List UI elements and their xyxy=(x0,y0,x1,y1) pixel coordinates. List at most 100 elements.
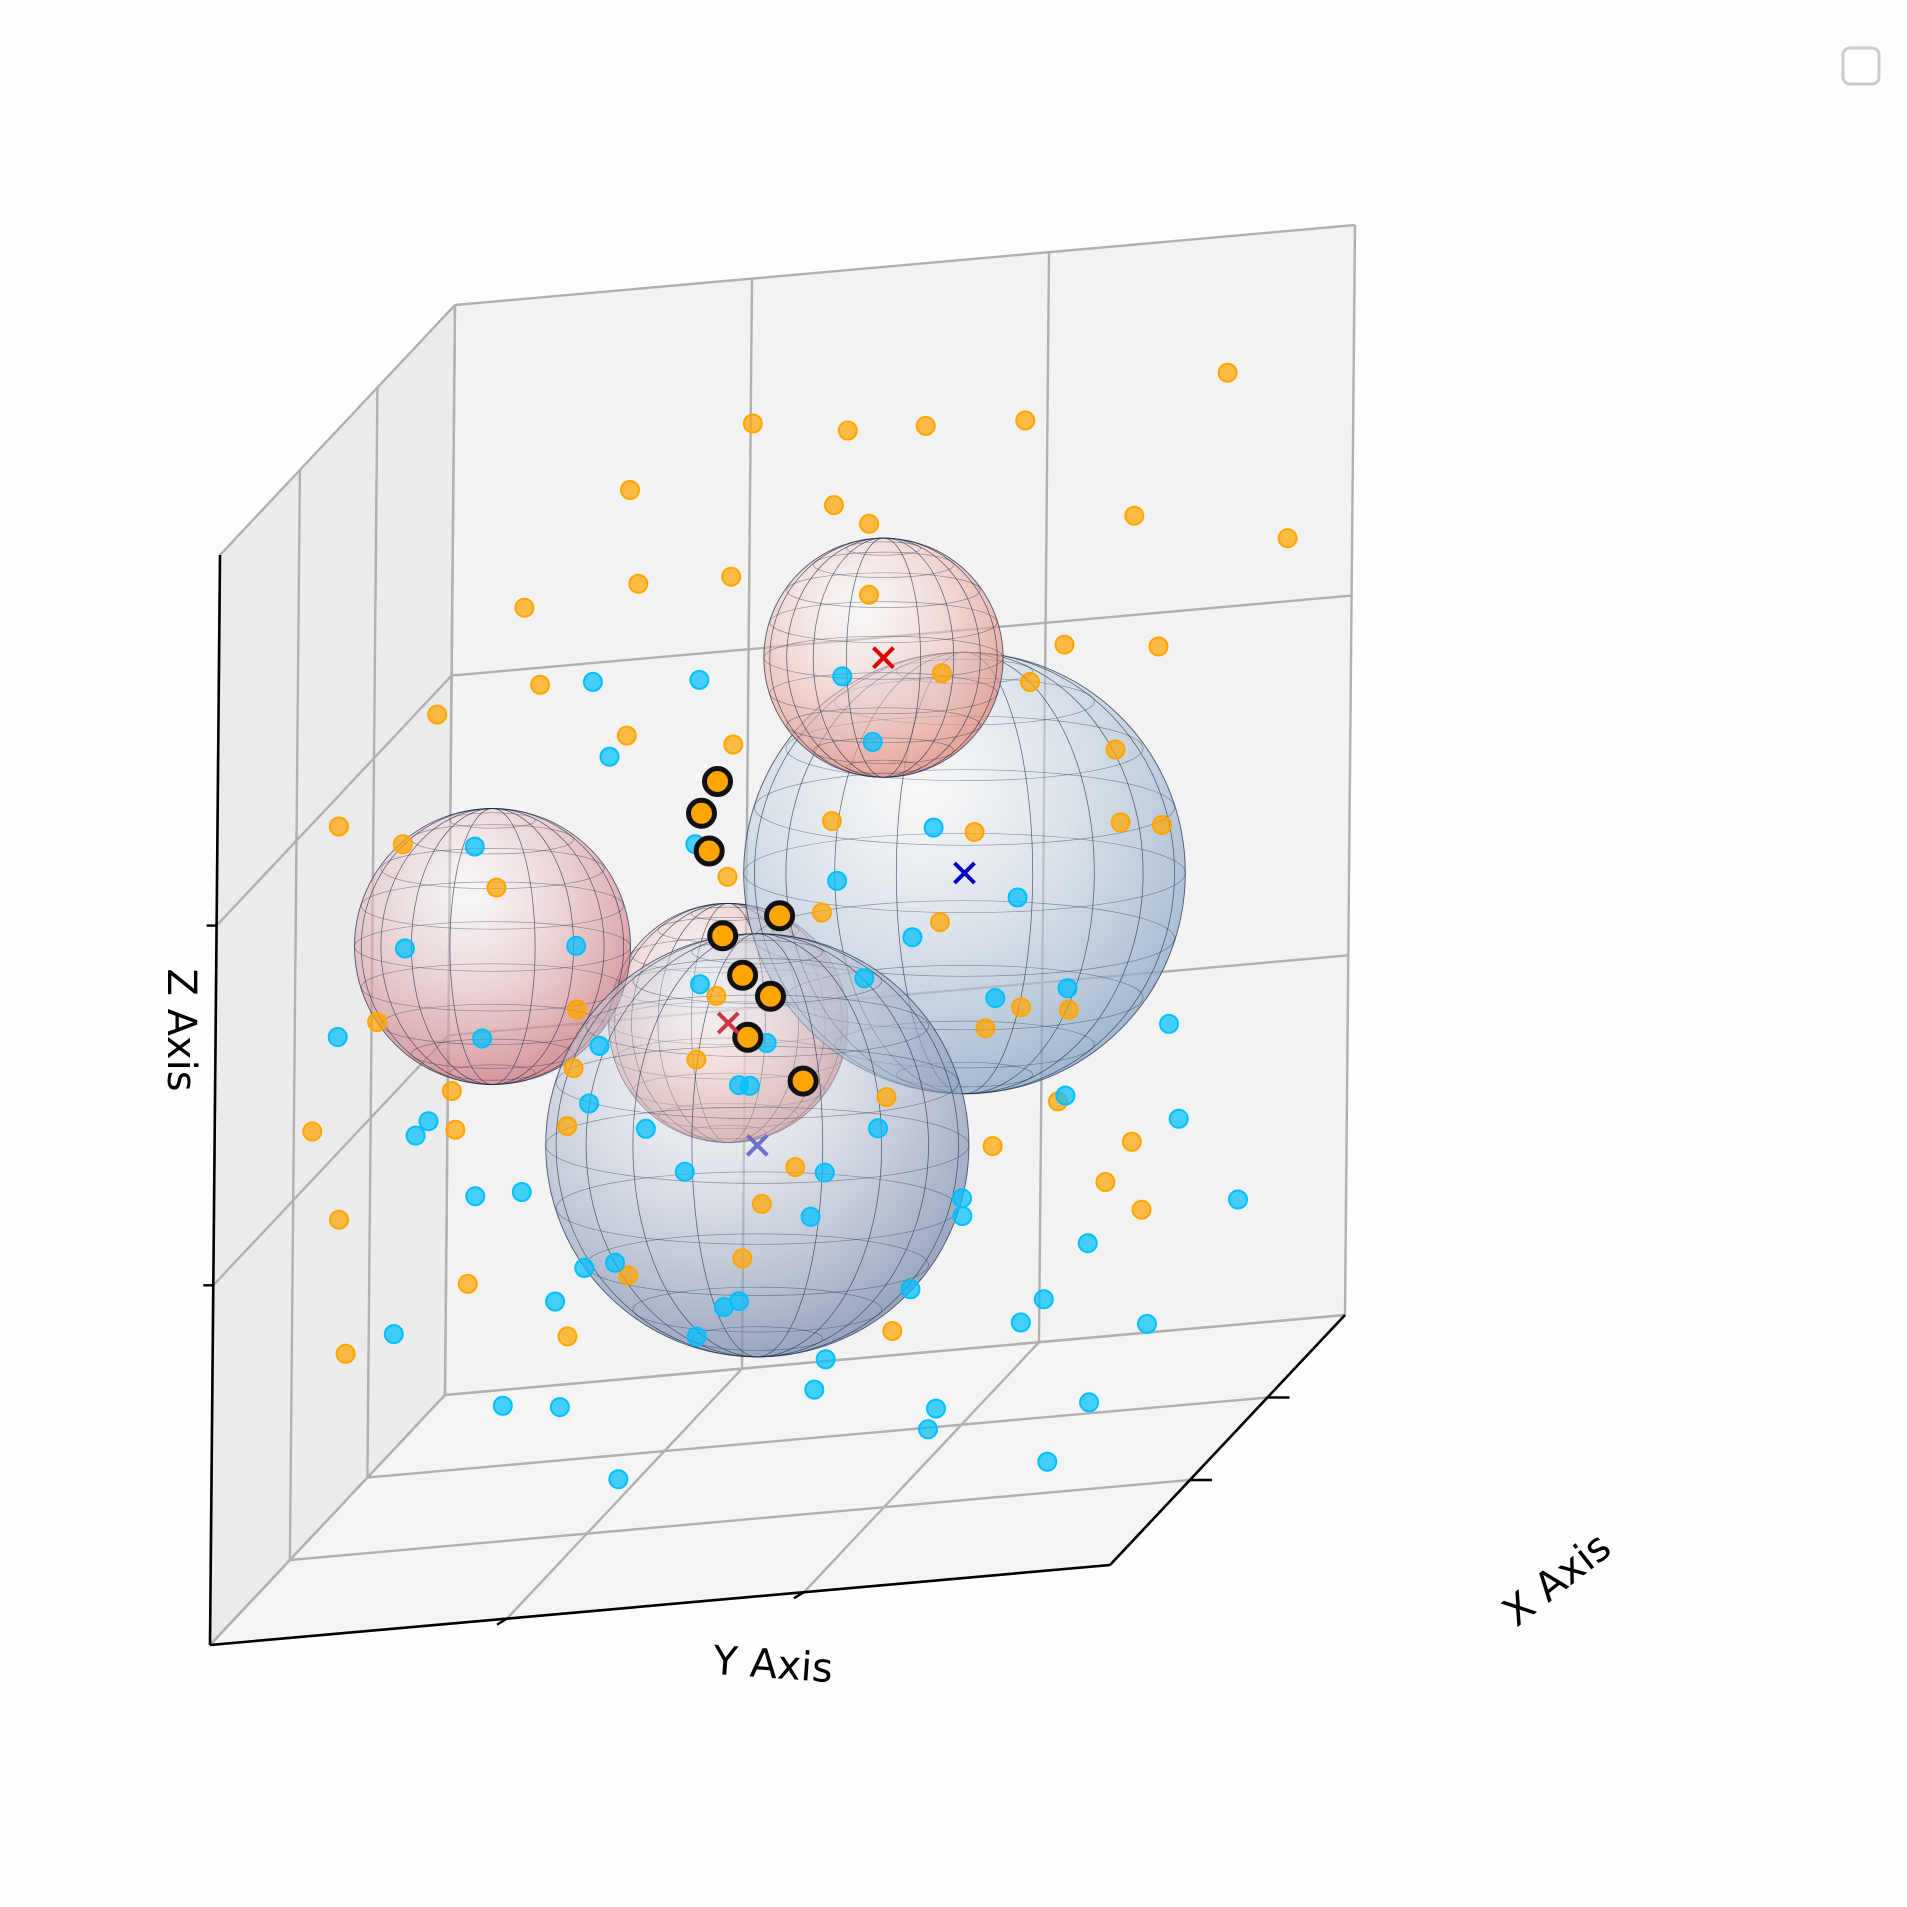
point-orange xyxy=(706,985,727,1006)
sphere-meridian xyxy=(769,537,998,778)
point-blue xyxy=(395,938,415,959)
point-orange xyxy=(1054,634,1075,655)
sphere-meridian xyxy=(812,537,955,778)
y-axis-tick xyxy=(793,1591,805,1600)
highlighted-point xyxy=(727,959,759,991)
centroid-stroke xyxy=(872,646,895,670)
z-axis-label: Z Axis xyxy=(158,968,204,1091)
sphere-meridian xyxy=(449,808,536,1085)
point-blue xyxy=(686,1326,707,1347)
point-orange xyxy=(445,1119,466,1140)
grid-line xyxy=(1343,224,1357,1316)
highlighted-point xyxy=(732,1021,764,1053)
point-orange xyxy=(785,1157,806,1178)
point-orange xyxy=(1058,999,1079,1020)
point-orange xyxy=(1131,1199,1152,1220)
sphere-latitude xyxy=(812,551,955,578)
sphere-meridian xyxy=(763,537,1004,778)
point-orange xyxy=(563,1058,584,1079)
point-blue xyxy=(582,671,603,692)
point-blue xyxy=(832,666,853,687)
point-orange xyxy=(686,1049,707,1070)
point-orange xyxy=(1105,739,1126,760)
centroid-x-marker xyxy=(745,1133,769,1157)
sphere-body xyxy=(354,808,631,1085)
point-orange xyxy=(931,663,952,684)
sphere-meridian xyxy=(449,808,536,1085)
sphere-latitude xyxy=(769,672,998,715)
point-orange xyxy=(457,1273,478,1294)
point-blue xyxy=(579,1093,600,1114)
point-orange xyxy=(964,822,985,842)
centroid-stroke xyxy=(745,1133,769,1157)
x-axis-line xyxy=(1109,1314,1346,1566)
point-blue xyxy=(472,1028,493,1049)
data-points xyxy=(302,362,1298,1490)
grid-line xyxy=(506,1367,743,1620)
sphere-latitude xyxy=(786,572,981,608)
floor-pane xyxy=(210,1315,1345,1645)
sphere-latitude xyxy=(743,832,1186,914)
point-blue xyxy=(815,1349,836,1370)
point-blue xyxy=(1007,887,1028,908)
sphere-latitude xyxy=(846,541,921,556)
point-blue xyxy=(814,1162,835,1183)
sphere-latitude xyxy=(846,759,921,774)
point-orange xyxy=(618,1265,638,1286)
sphere-meridian xyxy=(846,537,921,778)
point-blue xyxy=(549,1397,570,1418)
point-orange xyxy=(742,413,763,434)
point-blue xyxy=(690,974,710,995)
point-orange xyxy=(1277,528,1298,549)
point-blue xyxy=(800,1206,821,1227)
point-blue xyxy=(713,1297,734,1318)
point-orange xyxy=(837,420,858,441)
point-orange xyxy=(975,1018,996,1039)
point-orange xyxy=(930,912,950,933)
point-blue xyxy=(926,1398,946,1419)
point-blue xyxy=(464,836,485,857)
point-blue xyxy=(418,1111,439,1132)
point-orange xyxy=(876,1087,897,1108)
point-blue xyxy=(689,669,710,690)
grid-line xyxy=(215,674,453,927)
point-blue xyxy=(383,1324,404,1345)
point-blue xyxy=(1159,1013,1179,1034)
point-orange xyxy=(824,495,844,516)
point-orange xyxy=(616,725,637,746)
point-blue xyxy=(918,1419,938,1440)
point-orange xyxy=(1148,636,1169,657)
legend-box xyxy=(1841,46,1881,86)
sphere-meridian xyxy=(555,933,959,1358)
point-orange xyxy=(1011,997,1031,1018)
point-orange xyxy=(811,902,832,923)
sphere-latitude xyxy=(786,707,981,743)
point-orange xyxy=(530,674,551,695)
y-axis-line xyxy=(209,1563,1111,1647)
point-orange xyxy=(628,573,649,594)
point-blue xyxy=(1079,1392,1100,1413)
point-orange xyxy=(302,1121,323,1142)
point-blue xyxy=(729,1075,749,1096)
point-orange xyxy=(1151,815,1172,835)
point-blue xyxy=(635,1118,656,1139)
point-orange xyxy=(1110,812,1131,833)
sphere-meridian xyxy=(545,933,970,1358)
grid-line xyxy=(288,469,302,1561)
z-axis-line xyxy=(208,554,222,1646)
point-orange xyxy=(441,1081,462,1101)
point-orange xyxy=(367,1012,388,1032)
point-orange xyxy=(328,816,349,837)
point-blue xyxy=(574,1257,595,1278)
point-blue xyxy=(827,870,848,891)
sphere-meridian xyxy=(786,537,981,778)
sphere-meridian xyxy=(360,808,625,1085)
grid-line xyxy=(212,1034,450,1287)
point-blue xyxy=(868,1118,888,1139)
sphere-meridian xyxy=(691,933,824,1358)
sphere-meridian xyxy=(691,933,824,1358)
point-blue xyxy=(327,1027,348,1047)
point-orange xyxy=(1121,1131,1142,1152)
sphere-latitude xyxy=(691,939,824,965)
point-blue xyxy=(862,731,883,752)
